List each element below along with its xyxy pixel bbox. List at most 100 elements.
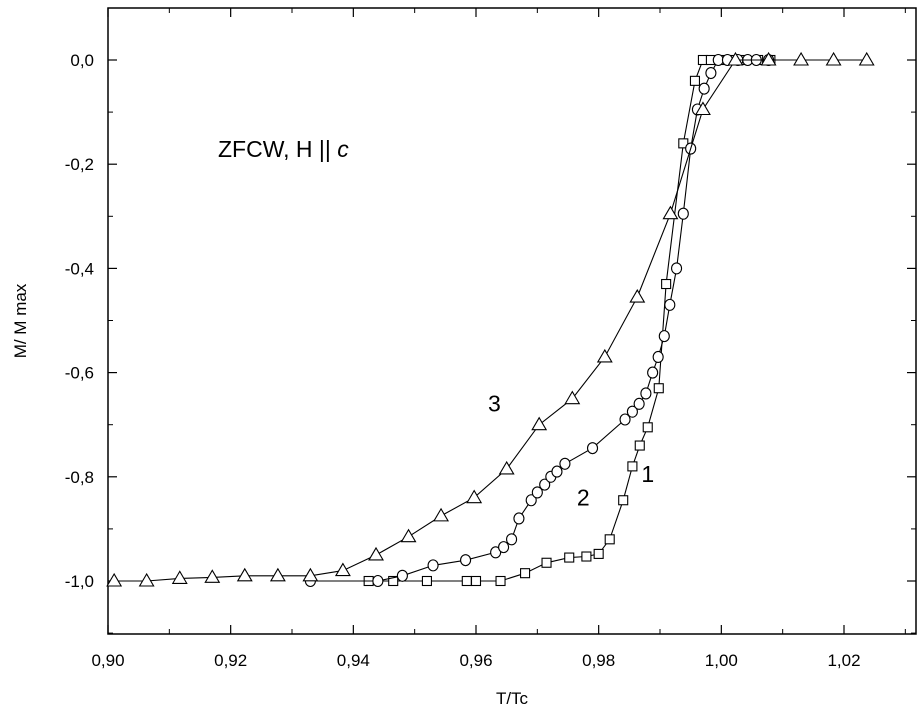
x-tick-label: 0,98 <box>582 651 615 670</box>
circle-point <box>658 330 670 343</box>
triangle-point <box>531 416 548 431</box>
triangle-point <box>236 567 253 582</box>
circle-point <box>712 53 724 67</box>
y-tick-label: -0,4 <box>65 259 94 278</box>
triangle-point <box>106 572 123 587</box>
circle-point <box>640 387 652 400</box>
triangle-point <box>433 507 449 522</box>
annotation-prefix: ZFCW, H || <box>218 136 337 162</box>
curve-label-1: 1 <box>641 461 654 487</box>
circle-point <box>671 262 683 275</box>
triangle-point <box>204 569 221 583</box>
square-point <box>618 495 629 506</box>
circle-point <box>490 546 502 559</box>
circle-point <box>586 442 599 455</box>
square-point <box>470 575 482 587</box>
circle-point <box>372 574 384 588</box>
square-point <box>678 138 689 149</box>
circle-point <box>652 350 664 364</box>
square-point <box>642 422 653 433</box>
square-point <box>495 575 506 587</box>
triangle-point <box>662 205 679 220</box>
y-tick-label: -0,8 <box>65 468 94 487</box>
circle-point <box>498 541 510 554</box>
square-point <box>388 575 399 587</box>
triangle-point <box>138 572 155 587</box>
series-layer: 1 2 3 <box>106 51 875 588</box>
y-axis-label: M/ M max <box>11 283 30 358</box>
circle-point <box>513 512 525 525</box>
y-tick-label: 0,0 <box>70 51 94 70</box>
circle-point <box>647 366 659 379</box>
circle-point <box>559 457 571 470</box>
series-1: 1 <box>363 54 776 587</box>
square-point <box>564 552 575 563</box>
circle-point <box>705 66 717 80</box>
annotation-text: ZFCW, H || c <box>218 136 349 162</box>
x-tick-label: 1,00 <box>705 651 738 670</box>
circle-point <box>633 397 645 410</box>
curve-label-3: 3 <box>488 391 501 417</box>
square-point <box>604 534 615 545</box>
triangle-point <box>171 570 188 584</box>
circle-point <box>664 298 676 311</box>
series-2: 2 <box>304 53 775 588</box>
triangle-point <box>727 51 744 66</box>
square-point <box>461 575 472 587</box>
square-point <box>653 383 664 394</box>
y-tick-label: -0,2 <box>65 155 94 174</box>
triangle-point <box>498 460 515 475</box>
circle-point <box>525 494 537 507</box>
circle-point <box>677 207 689 220</box>
series-line <box>368 59 771 582</box>
circle-point <box>506 533 518 546</box>
square-point <box>627 461 638 472</box>
square-point <box>689 75 701 86</box>
y-tick-label: -1,0 <box>65 572 94 591</box>
triangle-point <box>334 562 351 577</box>
square-point <box>520 568 531 579</box>
circle-point <box>531 486 543 499</box>
axis-ticks <box>107 8 916 634</box>
triangle-point <box>858 51 875 66</box>
series-3: 3 <box>106 51 875 587</box>
square-point <box>593 548 604 559</box>
x-tick-label: 0,92 <box>214 651 247 670</box>
triangle-point <box>694 101 711 116</box>
annotation-italic: c <box>337 136 349 162</box>
circle-point <box>427 559 439 572</box>
series-line <box>310 59 769 582</box>
y-tick-label: -0,6 <box>65 364 94 383</box>
series-line <box>114 59 867 582</box>
triangle-point <box>466 489 483 504</box>
triangle-point <box>400 528 417 543</box>
circle-point <box>551 465 563 478</box>
x-tick-label: 0,90 <box>91 651 124 670</box>
triangle-point <box>564 390 581 405</box>
x-tick-label: 1,02 <box>827 651 860 670</box>
triangle-point <box>596 348 613 363</box>
circle-point <box>460 554 472 567</box>
circle-point <box>396 569 408 582</box>
triangle-point <box>825 51 842 66</box>
triangle-point <box>269 567 286 582</box>
square-point <box>541 557 552 568</box>
triangle-point <box>368 546 384 561</box>
square-point <box>661 278 672 290</box>
square-point <box>581 551 592 562</box>
x-axis-label: T/Tc <box>496 689 529 708</box>
triangle-point <box>760 51 777 66</box>
circle-point <box>626 405 638 418</box>
x-tick-label: 0,94 <box>337 651 370 670</box>
triangle-point <box>793 51 810 66</box>
circle-point <box>698 82 710 95</box>
circle-point <box>539 478 551 491</box>
circle-point <box>619 413 631 426</box>
triangle-point <box>629 288 646 303</box>
square-point <box>421 575 432 587</box>
curve-label-2: 2 <box>577 484 590 510</box>
square-point <box>634 440 645 451</box>
tick-labels: 0,90 0,92 0,94 0,96 0,98 1,00 1,02 0,0 -0,2 -0,4 -… <box>65 51 861 670</box>
